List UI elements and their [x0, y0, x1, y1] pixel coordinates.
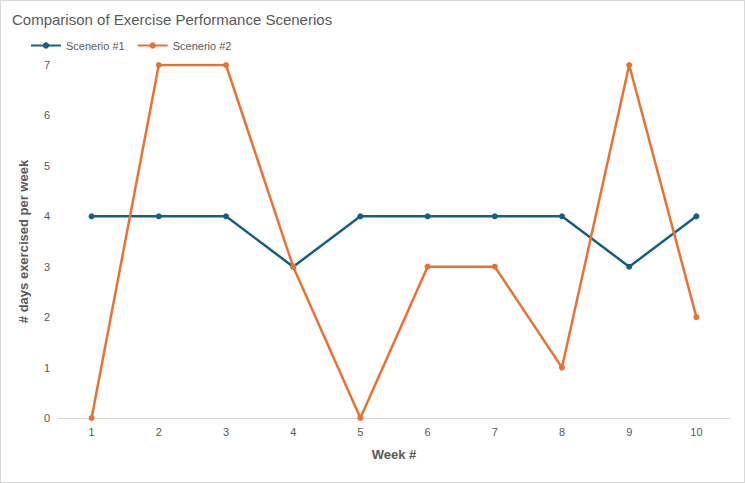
svg-text:3: 3: [44, 261, 50, 273]
svg-text:9: 9: [626, 426, 632, 438]
svg-text:Comparison of Exercise Perform: Comparison of Exercise Performance Scene…: [12, 11, 332, 28]
svg-text:0: 0: [44, 412, 50, 424]
svg-text:4: 4: [290, 426, 296, 438]
svg-text:Scenerio #2: Scenerio #2: [173, 40, 232, 52]
svg-text:5: 5: [44, 160, 50, 172]
svg-text:5: 5: [357, 426, 363, 438]
svg-text:1: 1: [44, 362, 50, 374]
svg-text:2: 2: [44, 311, 50, 323]
svg-text:3: 3: [223, 426, 229, 438]
svg-text:6: 6: [44, 109, 50, 121]
svg-text:7: 7: [492, 426, 498, 438]
svg-text:7: 7: [44, 59, 50, 71]
svg-text:6: 6: [425, 426, 431, 438]
svg-text:8: 8: [559, 426, 565, 438]
svg-text:Scenerio #1: Scenerio #1: [66, 40, 125, 52]
svg-text:Week #: Week #: [372, 447, 417, 462]
svg-text:1: 1: [89, 426, 95, 438]
svg-text:10: 10: [690, 426, 702, 438]
svg-text:# days exercised per week: # days exercised per week: [16, 159, 31, 323]
svg-text:4: 4: [44, 210, 50, 222]
svg-text:2: 2: [156, 426, 162, 438]
